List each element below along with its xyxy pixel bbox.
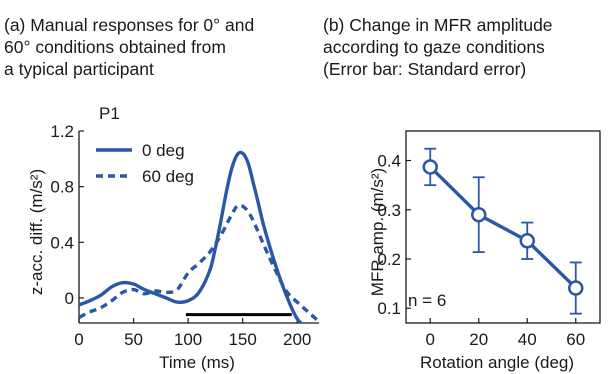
caption-a-line-2: 60° conditions obtained from bbox=[4, 37, 226, 57]
caption-b-line-2: according to gaze conditions bbox=[323, 37, 545, 57]
legend-label-60deg: 60 deg bbox=[142, 167, 194, 186]
x-axis-label-a: Time (ms) bbox=[159, 353, 235, 372]
y-tick-label-a-0: 0 bbox=[65, 289, 74, 308]
x-tick-label-b-1: 20 bbox=[469, 330, 488, 349]
x-tick-label-b-2: 40 bbox=[518, 330, 537, 349]
data-point-2 bbox=[519, 233, 535, 249]
caption-a-line-3: a typical participant bbox=[4, 59, 154, 79]
caption-b-line-1: (b) Change in MFR amplitude bbox=[323, 15, 553, 35]
n-annotation: n = 6 bbox=[408, 291, 446, 310]
caption-a: (a) Manual responses for 0° and 60° cond… bbox=[4, 14, 254, 80]
y-axis-label-b: MFR amp. (m/s²) bbox=[368, 168, 387, 296]
y-tick-label-b-1: 0.2 bbox=[377, 250, 401, 269]
participant-label: P1 bbox=[99, 104, 120, 123]
x-tick-label-a-0: 0 bbox=[74, 330, 83, 349]
x-tick-label-a-3: 150 bbox=[228, 330, 256, 349]
x-tick-label-a-4: 200 bbox=[283, 330, 311, 349]
y-tick-label-a-3: 1.2 bbox=[50, 122, 74, 141]
data-point-0 bbox=[422, 159, 438, 175]
series-line-60deg bbox=[79, 203, 319, 323]
y-tick-label-b-3: 0.4 bbox=[377, 152, 401, 171]
plot-frame-b bbox=[405, 130, 601, 324]
x-axis-label-b: Rotation angle (deg) bbox=[420, 353, 574, 372]
x-tick-label-a-1: 50 bbox=[124, 330, 143, 349]
x-tick-label-b-3: 60 bbox=[566, 330, 585, 349]
caption-b: (b) Change in MFR amplitude according to… bbox=[323, 14, 553, 80]
y-tick-label-b-0: 0.1 bbox=[377, 299, 401, 318]
x-tick-label-a-2: 100 bbox=[174, 330, 202, 349]
chart-panel-a: P1 z-acc. diff. (m/s²) Time (ms) 0 deg 6… bbox=[27, 104, 319, 372]
data-point-1 bbox=[471, 206, 487, 223]
chart-panel-b: MFR amp. (m/s²) Rotation angle (deg) n =… bbox=[368, 130, 601, 372]
y-axis-label-a: z-acc. diff. (m/s²) bbox=[27, 169, 46, 295]
data-point-3 bbox=[568, 280, 584, 296]
series-line-0deg bbox=[79, 150, 304, 323]
y-tick-label-a-1: 0.4 bbox=[50, 233, 74, 252]
caption-a-line-1: (a) Manual responses for 0° and bbox=[4, 15, 255, 35]
series-line-mfr bbox=[429, 165, 577, 290]
y-tick-label-a-2: 0.8 bbox=[50, 178, 74, 197]
x-tick-label-b-0: 0 bbox=[426, 330, 435, 349]
legend-label-0deg: 0 deg bbox=[142, 141, 185, 160]
y-tick-label-b-2: 0.3 bbox=[377, 201, 401, 220]
caption-b-line-3: (Error bar: Standard error) bbox=[323, 59, 527, 79]
